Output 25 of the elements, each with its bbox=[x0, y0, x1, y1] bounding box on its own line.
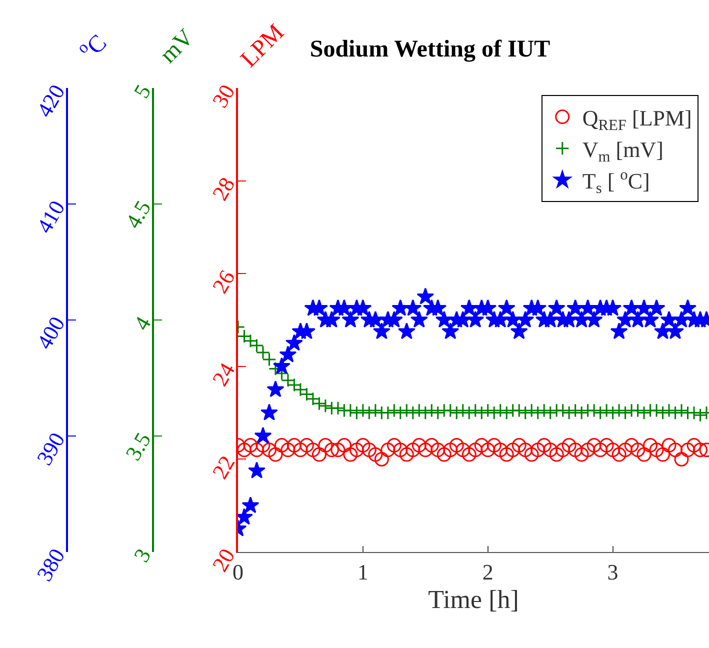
x-tick-label: 3 bbox=[607, 559, 618, 584]
y-tick-label: 26 bbox=[207, 266, 240, 298]
legend-label: V$_{m}$ [mV] bbox=[582, 136, 664, 166]
y3-tick-label: 380 bbox=[32, 544, 70, 586]
legend-label: T$_{s}$ [ $^{o}$C] bbox=[582, 166, 650, 198]
chart-title: Sodium Wetting of IUT bbox=[310, 36, 550, 62]
y3-tick-label: 400 bbox=[32, 312, 70, 354]
y-tick-label: 30 bbox=[207, 80, 240, 112]
y-tick-label: 24 bbox=[207, 358, 240, 390]
x-axis-title: Time [h] bbox=[428, 585, 519, 614]
y-tick-label: 28 bbox=[207, 173, 240, 205]
y2-tick-label: 4 bbox=[128, 312, 156, 334]
y3-tick-label: 420 bbox=[32, 80, 70, 122]
x-tick-label: 2 bbox=[482, 559, 494, 584]
x-tick-label: 1 bbox=[357, 559, 368, 584]
y2-tick-label: 5 bbox=[128, 80, 156, 102]
y2-tick-label: 4.5 bbox=[120, 196, 156, 233]
legend-label: Q$_{REF}$ [LPM] bbox=[582, 105, 692, 134]
y3-tick-label: 390 bbox=[32, 428, 70, 470]
x-tick-label: 0 bbox=[232, 559, 244, 584]
y2-axis-title: mV bbox=[155, 24, 200, 68]
y3-tick-label: 410 bbox=[32, 196, 70, 238]
y-tick-label: 22 bbox=[207, 451, 240, 483]
y2-tick-label: 3.5 bbox=[120, 428, 156, 465]
y2-tick-label: 3 bbox=[128, 544, 156, 566]
